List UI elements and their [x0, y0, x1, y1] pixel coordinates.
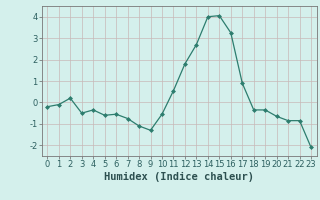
X-axis label: Humidex (Indice chaleur): Humidex (Indice chaleur)	[104, 172, 254, 182]
